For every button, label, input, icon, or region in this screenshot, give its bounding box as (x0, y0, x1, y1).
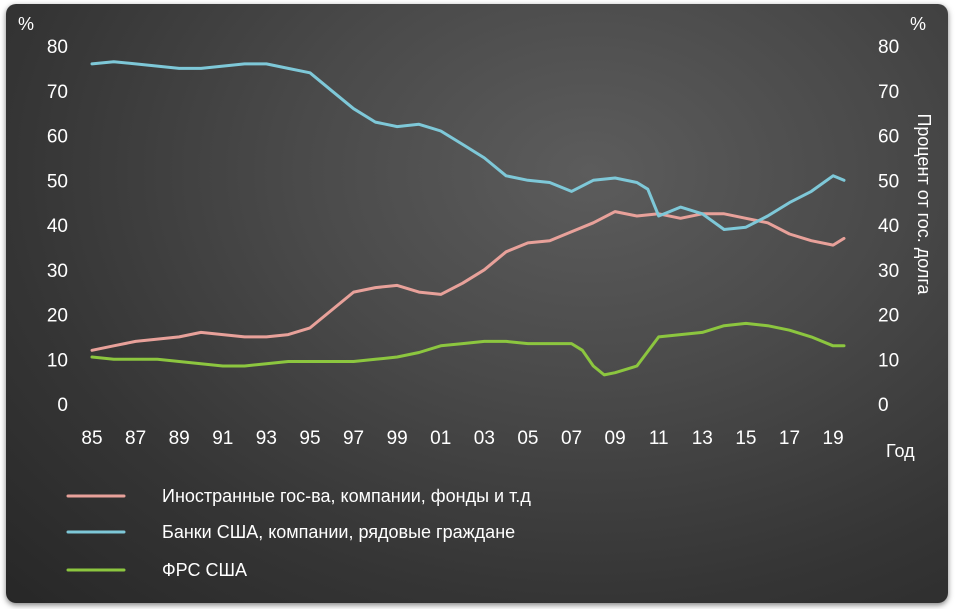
y-tick-label-right: 50 (878, 171, 899, 192)
x-tick-label: 93 (256, 428, 277, 449)
y-tick-label-left: 50 (47, 171, 68, 192)
x-tick-label: 87 (125, 428, 146, 449)
y-tick-label-right: 70 (878, 82, 899, 103)
y-tick-label-right: 60 (878, 127, 899, 148)
y-axis-unit-left: % (18, 14, 34, 34)
series-line-2 (90, 60, 846, 231)
x-axis-label: Год (886, 441, 915, 461)
y-tick-label-right: 40 (878, 216, 899, 237)
x-tick-label: 07 (561, 428, 582, 449)
legend-label-1: Иностранные гос-ва, компании, фонды и т.… (162, 486, 531, 506)
x-tick-label: 95 (299, 428, 320, 449)
x-tick-label: 91 (212, 428, 233, 449)
y-tick-label-left: 20 (47, 306, 68, 327)
x-tick-label: 97 (343, 428, 364, 449)
series-line-3 (90, 321, 846, 377)
y-tick-label-left: 10 (47, 350, 68, 371)
y-tick-label-right: 10 (878, 350, 899, 371)
x-axis: 85 87 89 91 93 95 97 99 01 03 05 07 09 11 13 15 17 19 (81, 428, 843, 449)
x-tick-label: 13 (692, 428, 713, 449)
x-tick-label: 85 (81, 428, 102, 449)
x-tick-label: 99 (387, 428, 408, 449)
chart-panel: % % 0 10 20 30 40 50 60 70 80 0 10 20 30 40 50 60 70 80 … (6, 4, 948, 603)
y-axis-label-right: Процент от гос. долга (914, 113, 934, 295)
x-tick-label: 05 (517, 428, 538, 449)
y-axis-left: 0 10 20 30 40 50 60 70 80 (47, 37, 68, 416)
y-tick-label-left: 30 (47, 261, 68, 282)
y-axis-unit-right: % (910, 14, 926, 34)
legend-label-3: ФРС США (162, 560, 247, 580)
y-tick-label-left: 40 (47, 216, 68, 237)
y-tick-label-right: 30 (878, 261, 899, 282)
y-tick-label-right: 0 (878, 395, 889, 416)
y-tick-label-left: 70 (47, 82, 68, 103)
x-tick-label: 89 (169, 428, 190, 449)
x-tick-label: 19 (823, 428, 844, 449)
x-tick-label: 09 (605, 428, 626, 449)
y-tick-label-left: 60 (47, 127, 68, 148)
series-lines (90, 60, 846, 377)
y-tick-label-left: 0 (57, 395, 68, 416)
x-tick-label: 17 (779, 428, 800, 449)
series-line-1 (90, 210, 846, 352)
legend-label-2: Банки США, компании, рядовые граждане (162, 522, 515, 542)
x-tick-label: 11 (649, 428, 669, 449)
y-axis-right: 0 10 20 30 40 50 60 70 80 (878, 37, 899, 416)
y-tick-label-left: 80 (47, 37, 68, 58)
legend: Иностранные гос-ва, компании, фонды и т.… (66, 486, 531, 580)
y-tick-label-right: 80 (878, 37, 899, 58)
x-tick-label: 01 (430, 428, 451, 449)
x-tick-label: 15 (735, 428, 756, 449)
y-tick-label-right: 20 (878, 306, 899, 327)
x-tick-label: 03 (474, 428, 495, 449)
